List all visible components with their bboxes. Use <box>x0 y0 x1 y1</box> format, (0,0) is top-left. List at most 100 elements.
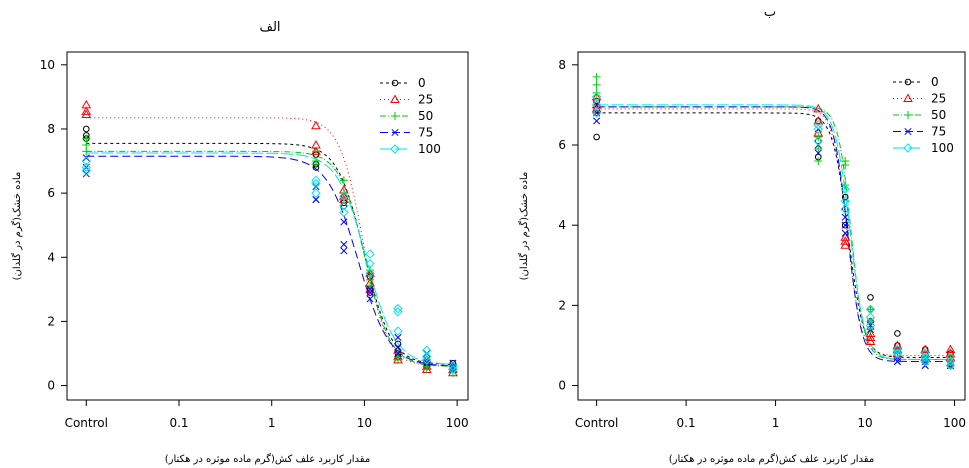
data-point-50 <box>422 365 431 374</box>
y-tick-label: 0 <box>47 379 55 393</box>
data-point-100 <box>840 184 850 194</box>
data-point-75 <box>394 349 402 358</box>
legend-be: 0 25 50 75 100 <box>893 75 954 155</box>
data-point-50 <box>311 160 320 169</box>
data-point-50 <box>339 176 348 185</box>
plot-frame-alef <box>66 51 469 401</box>
data-point-75 <box>593 117 601 125</box>
chart-panel-be: ب 0 2 4 6 8 Control 0.1 1 10 100 مقدار کاربرد علف ک… <box>518 5 966 465</box>
data-point-100 <box>81 162 91 173</box>
x-tick-label: 0.1 <box>677 416 696 430</box>
data-point-75 <box>82 154 90 162</box>
data-point-100 <box>945 356 956 367</box>
data-point-75 <box>340 218 348 226</box>
data-point-100 <box>311 175 321 186</box>
data-point-100 <box>393 307 403 317</box>
data-point-25 <box>311 120 321 130</box>
y-tick-label: 10 <box>40 58 55 72</box>
data-point-50 <box>393 355 402 364</box>
data-point-100 <box>339 201 349 211</box>
data-point-25 <box>865 332 876 341</box>
data-point-0 <box>841 221 849 229</box>
data-point-100 <box>448 361 458 372</box>
data-point-100 <box>339 191 349 202</box>
data-point-100 <box>945 360 956 371</box>
legend-marker-25 <box>390 94 400 103</box>
data-point-100 <box>813 124 823 134</box>
legend-marker-100 <box>903 143 913 153</box>
legend-marker-25 <box>903 93 913 102</box>
legend-label-100: 100 <box>931 141 954 155</box>
data-point-100 <box>393 303 403 314</box>
plot-frame-be <box>577 51 966 401</box>
x-tick-label: 1 <box>268 416 276 430</box>
data-point-100 <box>840 204 850 214</box>
y-tick-label: 4 <box>558 218 566 232</box>
legend-marker-0 <box>904 78 912 86</box>
legend-label-75: 75 <box>418 126 433 140</box>
fit-curve-50 <box>86 150 458 367</box>
data-point-25 <box>840 236 851 245</box>
data-point-0 <box>593 133 600 141</box>
y-axis-label-be: ماده خشک(گرم در گلدان) <box>518 172 530 281</box>
data-point-100 <box>365 258 375 269</box>
data-point-50 <box>592 72 601 81</box>
data-point-75 <box>394 333 402 342</box>
legend-alef: 0 25 50 75 100 <box>380 76 441 156</box>
data-point-25 <box>840 232 851 241</box>
y-tick-label: 4 <box>47 250 55 264</box>
data-point-75 <box>312 195 320 204</box>
y-axis-label-alef: ماده خشک(گرم در گلدان) <box>11 172 23 281</box>
legend-label-50: 50 <box>418 109 433 123</box>
data-point-75 <box>423 349 431 358</box>
data-point-0 <box>593 97 600 105</box>
data-point-25 <box>81 106 92 115</box>
data-point-100 <box>422 355 432 365</box>
data-point-0 <box>867 294 874 301</box>
data-point-25 <box>840 240 851 249</box>
legend-label-75: 75 <box>931 125 946 139</box>
data-point-100 <box>813 120 823 130</box>
data-point-25 <box>591 91 602 101</box>
data-point-75 <box>394 343 402 351</box>
data-point-100 <box>892 348 903 359</box>
y-tick-label: 2 <box>558 298 566 312</box>
data-point-75 <box>340 240 348 248</box>
y-tick-label: 0 <box>558 379 566 393</box>
legend-label-25: 25 <box>931 92 946 106</box>
data-point-75 <box>449 359 457 367</box>
legend-label-25: 25 <box>418 93 433 107</box>
data-point-75 <box>366 285 374 293</box>
data-point-25 <box>591 103 602 113</box>
data-point-100 <box>813 136 823 146</box>
legend-marker-50 <box>904 111 912 119</box>
data-point-25 <box>865 328 876 337</box>
legend-marker-75 <box>391 128 399 137</box>
data-point-0 <box>82 125 90 133</box>
data-point-100 <box>422 351 432 362</box>
data-point-50 <box>82 147 91 156</box>
data-point-100 <box>311 188 321 198</box>
data-point-100 <box>365 268 375 279</box>
legend-label-50: 50 <box>931 108 946 122</box>
data-point-100 <box>920 352 930 363</box>
data-point-75 <box>340 247 348 255</box>
data-point-100 <box>865 320 876 331</box>
y-tick-label: 8 <box>558 58 566 72</box>
data-point-75 <box>312 183 320 191</box>
chart-title-be: ب <box>764 5 776 20</box>
data-point-25 <box>945 344 956 353</box>
data-point-0 <box>841 205 849 213</box>
x-tick-label: 1 <box>772 416 780 430</box>
chart-title-alef: الف <box>259 20 280 35</box>
x-tick-label: 100 <box>943 416 966 430</box>
data-point-25 <box>591 99 602 109</box>
data-point-0 <box>894 330 901 337</box>
data-point-75 <box>82 170 90 178</box>
chart-panel-alef: الف 0 2 4 6 8 10 Control 0.1 1 10 100 مقدار کاربرد ع… <box>11 20 469 465</box>
data-point-50 <box>592 80 601 89</box>
data-point-100 <box>81 165 91 176</box>
data-point-25 <box>865 336 876 345</box>
legend-marker-75 <box>904 127 912 136</box>
